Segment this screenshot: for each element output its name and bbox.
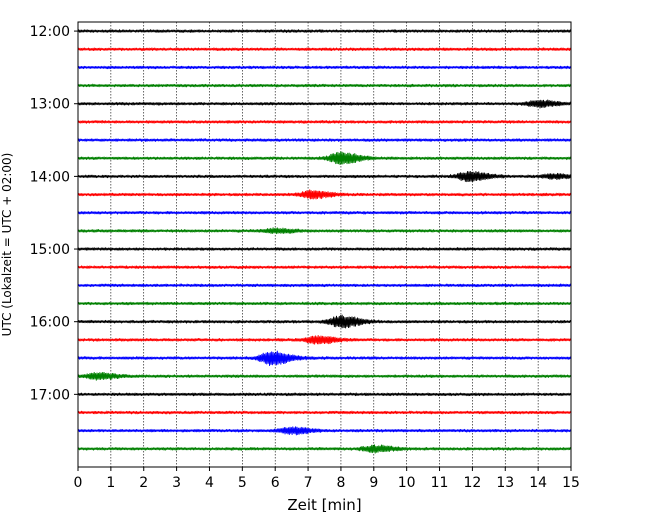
x-tick-label: 2 [139, 475, 148, 491]
grid-lines [110, 22, 539, 467]
trace-1445 [77, 227, 572, 235]
y-tick-label: 13:00 [30, 97, 70, 113]
x-tick-label: 5 [238, 475, 247, 491]
x-tick-label: 10 [398, 475, 416, 491]
trace-1615 [77, 335, 572, 345]
trace-1215 [77, 47, 572, 52]
trace-1630 [77, 350, 572, 367]
trace-1715 [77, 410, 572, 415]
trace-1300 [77, 99, 572, 109]
trace-1545 [77, 301, 572, 306]
trace-1315 [77, 120, 572, 124]
trace-1530 [77, 283, 572, 288]
trace-1500 [77, 247, 572, 251]
trace-1745 [77, 444, 572, 454]
seismic-traces [77, 29, 572, 454]
y-tick-label: 15:00 [30, 242, 70, 258]
trace-1700 [77, 392, 572, 397]
trace-1200 [77, 29, 572, 33]
x-tick-label: 1 [106, 475, 115, 491]
plot-frame [77, 21, 572, 468]
trace-1400 [77, 170, 572, 183]
trace-1730 [77, 426, 572, 436]
x-tick-label: 3 [172, 475, 181, 491]
y-axis-title: UTC (Lokalzeit = UTC + 02:00) [0, 153, 14, 337]
y-tick-label: 17:00 [30, 387, 70, 403]
x-tick-label: 14 [529, 475, 547, 491]
x-tick-label: 4 [205, 475, 214, 491]
trace-1415 [77, 189, 572, 200]
x-tick-label: 11 [431, 475, 449, 491]
x-tick-label: 9 [369, 475, 378, 491]
x-tick-label: 0 [74, 475, 83, 491]
y-axis-ticks: 12:00 13:00 14:00 15:00 16:00 17:00 [30, 24, 78, 403]
trace-1430 [77, 210, 572, 215]
y-tick-label: 16:00 [30, 315, 70, 331]
y-tick-label: 12:00 [30, 24, 70, 40]
trace-1645 [77, 371, 572, 381]
x-tick-label: 6 [271, 475, 280, 491]
x-tick-label: 8 [336, 475, 345, 491]
x-tick-label: 7 [304, 475, 313, 491]
x-tick-label: 13 [496, 475, 514, 491]
y-tick-label: 14:00 [30, 169, 70, 185]
x-tick-label: 15 [562, 475, 580, 491]
trace-1345 [77, 151, 572, 166]
trace-1600 [77, 314, 572, 329]
trace-1230 [77, 65, 572, 70]
trace-1330 [77, 138, 572, 142]
trace-1245 [77, 83, 572, 88]
trace-1515 [77, 265, 572, 270]
x-axis-ticks: 0 1 2 3 4 5 6 7 8 9 10 11 12 13 14 15 [74, 467, 580, 491]
x-axis-title: Zeit [min] [287, 496, 361, 514]
x-tick-label: 12 [463, 475, 481, 491]
